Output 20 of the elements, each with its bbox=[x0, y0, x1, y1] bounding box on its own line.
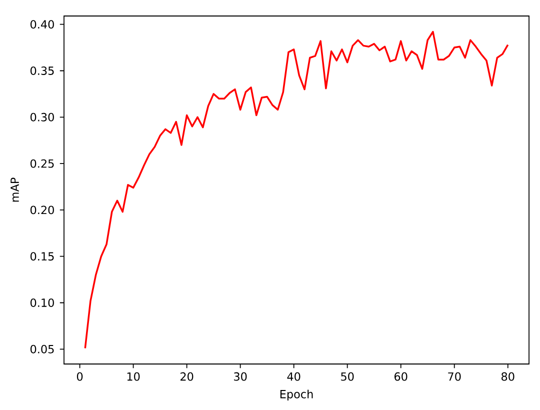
x-tick-label: 20 bbox=[180, 372, 194, 381]
x-tick-label: 60 bbox=[394, 372, 408, 381]
x-tick-label: 0 bbox=[76, 372, 83, 381]
y-tick-label: 0.35 bbox=[30, 66, 54, 75]
y-tick-label: 0.30 bbox=[30, 112, 54, 122]
y-tick-label: 0.10 bbox=[30, 298, 54, 307]
x-tick-label: 30 bbox=[234, 372, 247, 381]
y-tick-label: 0.25 bbox=[30, 159, 54, 168]
x-tick-label: 80 bbox=[502, 372, 514, 381]
y-tick-label: 0.05 bbox=[30, 344, 54, 354]
y-tick-label: 0.20 bbox=[30, 206, 54, 214]
x-axis-title: Epoch bbox=[280, 390, 313, 401]
x-tick-label: 40 bbox=[287, 372, 300, 381]
y-tick-label: 0.15 bbox=[30, 252, 54, 261]
line-series bbox=[84, 30, 509, 350]
y-axis-title: mAP bbox=[10, 178, 19, 202]
y-tick-label: 0.40 bbox=[30, 20, 54, 29]
x-tick-label: 70 bbox=[448, 372, 461, 381]
x-tick-label: 50 bbox=[341, 372, 354, 381]
x-tick-label: 10 bbox=[127, 372, 140, 381]
